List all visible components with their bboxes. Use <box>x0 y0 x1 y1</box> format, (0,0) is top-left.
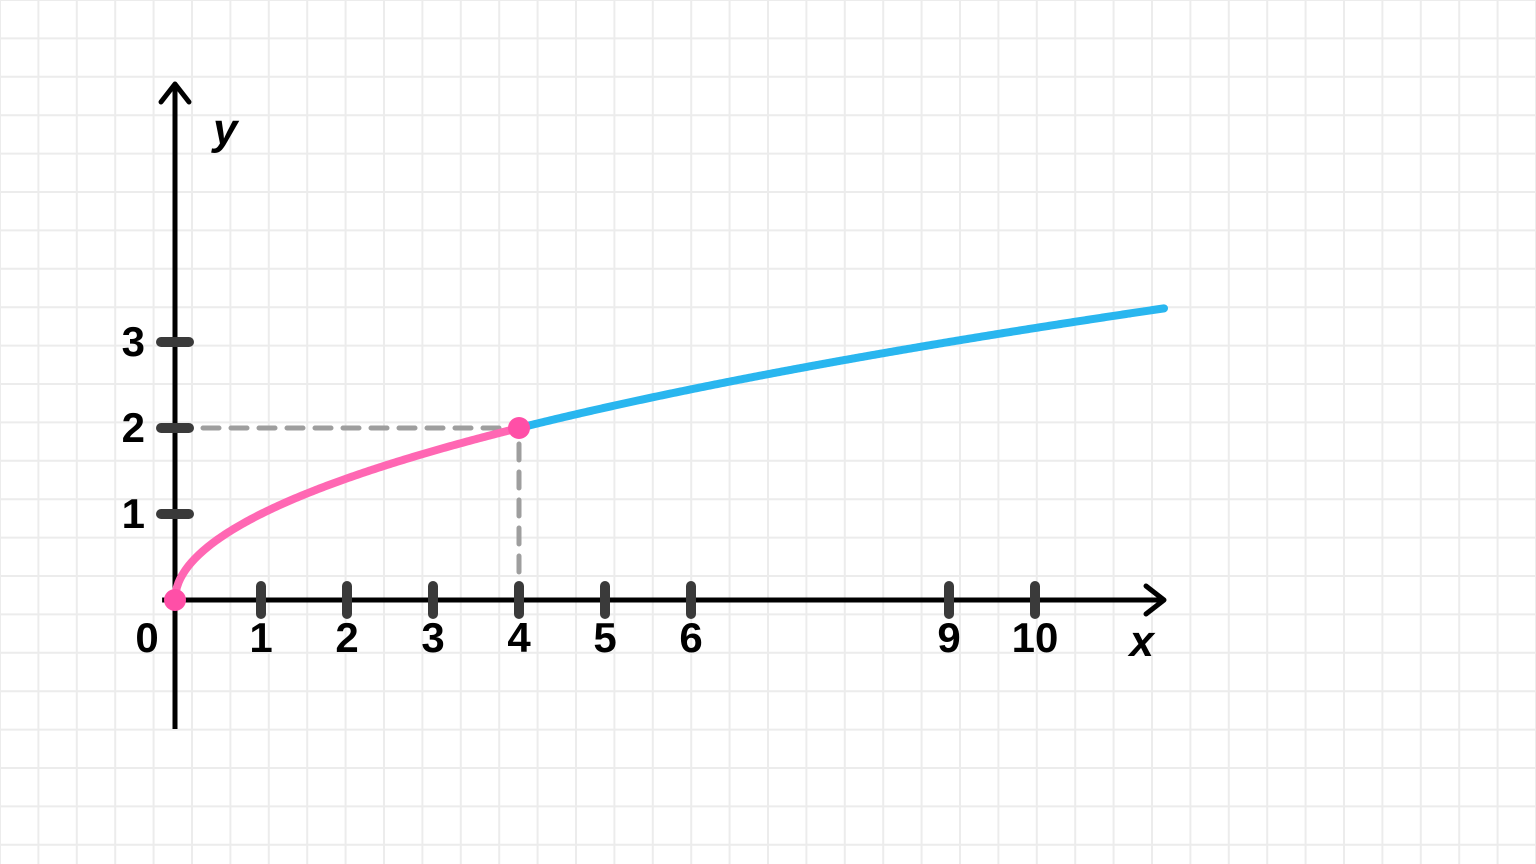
curve-segment-0 <box>175 428 519 600</box>
y-tick-label: 1 <box>122 490 145 537</box>
x-tick-label: 2 <box>335 614 358 661</box>
y-axis-label: y <box>211 105 240 154</box>
x-tick-label: 3 <box>421 614 444 661</box>
x-tick-label: 5 <box>593 614 616 661</box>
x-tick-label: 1 <box>249 614 272 661</box>
x-tick-label: 4 <box>507 614 531 661</box>
highlight-point <box>508 417 530 439</box>
axis-ticks <box>161 342 1035 614</box>
highlight-point <box>164 589 186 611</box>
function-curve <box>175 308 1164 600</box>
y-tick-label: 2 <box>122 404 145 451</box>
curve-segment-1 <box>519 308 1164 428</box>
x-axis-label: x <box>1128 617 1156 666</box>
origin-label: 0 <box>135 614 158 661</box>
x-tick-label: 6 <box>679 614 702 661</box>
y-tick-label: 3 <box>122 318 145 365</box>
x-tick-label: 9 <box>937 614 960 661</box>
x-tick-label: 10 <box>1012 614 1059 661</box>
sqrt-function-chart: 0 1 2 3 4 5 6 9 10 1 2 3 x y <box>0 0 1536 864</box>
axis-labels: 0 1 2 3 4 5 6 9 10 1 2 3 x y <box>122 105 1156 666</box>
guide-lines <box>175 428 519 600</box>
